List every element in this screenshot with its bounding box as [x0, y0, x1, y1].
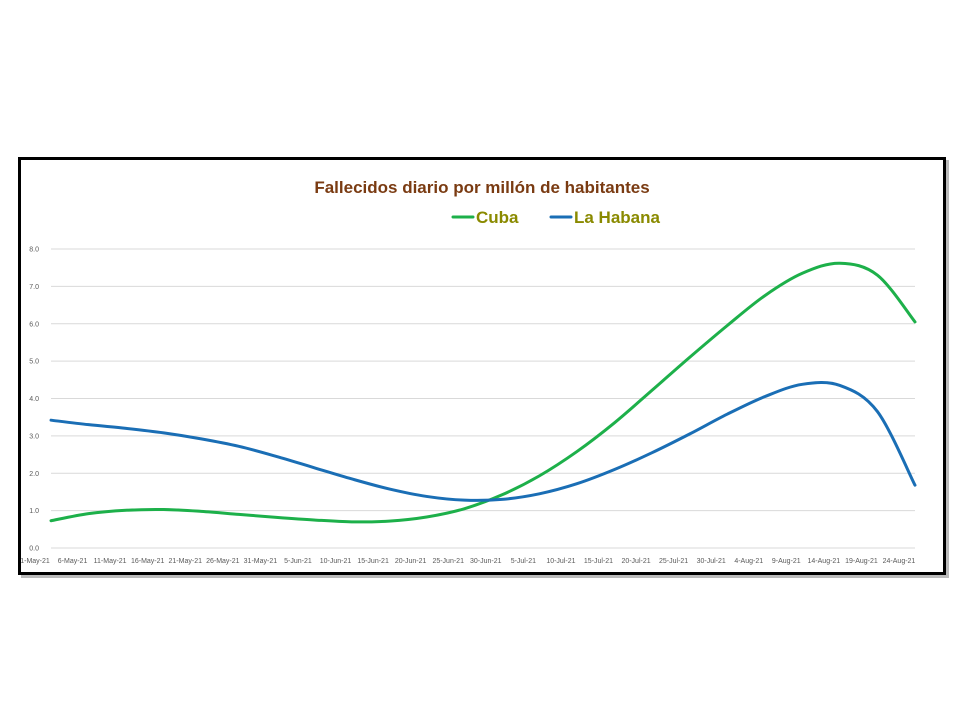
x-tick-label: 16-May-21	[131, 558, 165, 565]
legend-label: La Habana	[574, 208, 661, 227]
y-tick-label: 0.0	[29, 546, 39, 553]
y-tick-label: 7.0	[29, 284, 39, 291]
series-line-cuba	[49, 261, 917, 524]
x-tick-label: 25-Jul-21	[659, 558, 688, 565]
y-tick-label: 6.0	[29, 321, 39, 328]
y-tick-label: 1.0	[29, 508, 39, 515]
x-tick-label: 30-Jul-21	[697, 558, 726, 565]
x-tick-label: 20-Jul-21	[621, 558, 650, 565]
x-tick-label: 10-Jul-21	[546, 558, 575, 565]
x-tick-label: 5-Jul-21	[511, 558, 536, 565]
series-lines	[49, 261, 917, 524]
y-tick-label: 2.0	[29, 471, 39, 478]
x-tick-label: 1-May-21	[21, 558, 50, 565]
chart-svg: Fallecidos diario por millón de habitant…	[21, 178, 917, 565]
y-tick-label: 3.0	[29, 433, 39, 440]
series-line-la-habana	[49, 380, 917, 502]
legend: Cuba La Habana	[451, 208, 661, 227]
x-tick-label: 21-May-21	[169, 558, 203, 565]
legend-label: Cuba	[476, 208, 519, 227]
x-tick-label: 11-May-21	[94, 558, 127, 565]
chart-title: Fallecidos diario por millón de habitant…	[314, 178, 649, 197]
x-tick-label: 19-Aug-21	[845, 558, 878, 565]
x-tick-label: 24-Aug-21	[883, 558, 916, 565]
x-tick-label: 30-Jun-21	[470, 558, 502, 565]
x-tick-label: 20-Jun-21	[395, 558, 427, 565]
x-tick-label: 6-May-21	[58, 558, 88, 565]
x-tick-label: 15-Jul-21	[584, 558, 613, 565]
x-tick-label: 4-Aug-21	[734, 558, 763, 565]
x-tick-label: 25-Jun-21	[432, 558, 464, 565]
x-tick-label: 14-Aug-21	[808, 558, 841, 565]
y-tick-label: 5.0	[29, 359, 39, 366]
x-tick-label: 26-May-21	[206, 558, 240, 565]
y-axis-ticks: 0.0 1.0 2.0 3.0 4.0 5.0 6.0 7.0 8.0	[29, 247, 39, 553]
y-tick-label: 8.0	[29, 247, 39, 254]
x-axis-ticks: 1-May-21 6-May-21 11-May-21 16-May-21 21-May…	[21, 558, 915, 565]
x-tick-label: 15-Jun-21	[357, 558, 389, 565]
x-tick-label: 31-May-21	[244, 558, 278, 565]
x-tick-label: 10-Jun-21	[320, 558, 352, 565]
chart-frame: Fallecidos diario por millón de habitant…	[18, 157, 946, 575]
y-tick-label: 4.0	[29, 396, 39, 403]
x-tick-label: 5-Jun-21	[284, 558, 312, 565]
x-tick-label: 9-Aug-21	[772, 558, 801, 565]
